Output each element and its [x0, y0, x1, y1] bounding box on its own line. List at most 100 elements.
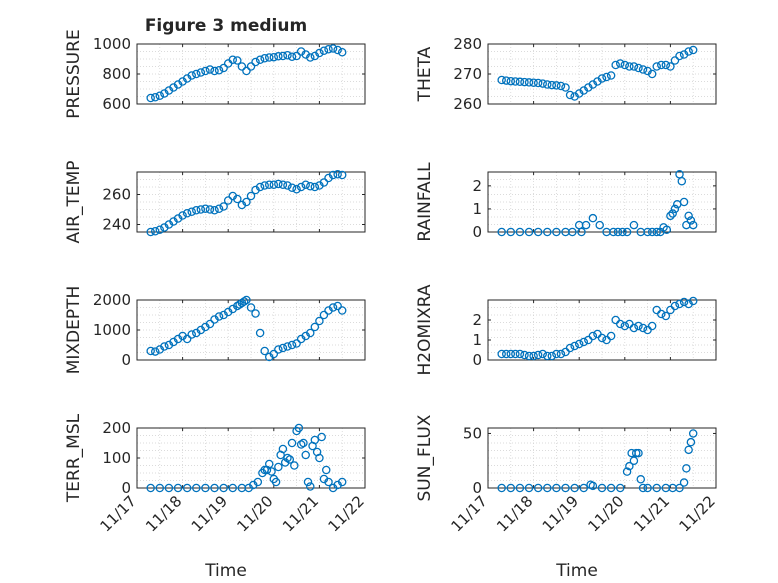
data-point	[283, 342, 292, 351]
data-point	[173, 483, 183, 493]
data-point	[520, 77, 529, 87]
x-tick-label: 11/17	[97, 492, 140, 535]
subplot-4: 0 1 2 RAINFALL	[415, 162, 717, 242]
data-point	[306, 53, 315, 62]
data-point	[679, 297, 689, 307]
data-point	[214, 66, 224, 75]
data-point	[328, 303, 338, 312]
data-point	[533, 350, 543, 360]
data-point	[501, 349, 511, 359]
subplot-2: 260 270 280 THETA	[415, 35, 717, 113]
data-point	[192, 69, 201, 79]
data-point	[634, 448, 643, 458]
data-point	[524, 78, 534, 87]
data-point	[324, 45, 333, 54]
data-point	[501, 76, 511, 85]
data-point	[146, 227, 155, 237]
data-point	[196, 68, 206, 77]
data-point	[515, 349, 525, 359]
subplot-7: 0 100 200 TERR_MSL 11/17 11/18 11/19 11/20 11/21…	[64, 413, 368, 581]
data-point	[146, 483, 155, 493]
data-point	[205, 65, 215, 74]
data-point	[679, 197, 689, 207]
data-point	[299, 438, 308, 448]
y-axis-label: PRESSURE	[64, 29, 84, 118]
data-point	[579, 483, 589, 493]
data-point	[615, 319, 625, 329]
data-point	[187, 207, 196, 216]
data-point	[684, 445, 693, 455]
data-point	[210, 483, 219, 493]
data-point	[670, 301, 680, 311]
data-point	[337, 48, 347, 57]
x-tick-label: 11/19	[539, 492, 582, 535]
data-point	[315, 48, 324, 58]
data-point	[315, 316, 324, 326]
data-point	[625, 461, 634, 471]
data-point	[552, 349, 561, 359]
data-point	[187, 71, 196, 80]
data-point	[506, 76, 516, 86]
y-tick-label: 2	[472, 177, 482, 195]
y-axis-label: RAINFALL	[415, 162, 435, 242]
data-point	[321, 465, 331, 475]
data-point	[613, 227, 623, 237]
data-point	[533, 78, 543, 88]
data-point	[686, 437, 696, 447]
data-point	[506, 349, 516, 359]
data-point	[274, 52, 283, 61]
data-point	[150, 93, 160, 102]
data-point	[622, 467, 632, 476]
data-point	[634, 63, 643, 73]
data-point	[588, 481, 598, 491]
data-point	[657, 309, 666, 319]
data-point	[652, 62, 661, 71]
data-point	[561, 83, 570, 92]
data-point	[192, 205, 201, 215]
data-point	[615, 483, 625, 493]
data-point	[301, 180, 310, 189]
data-point	[568, 227, 577, 237]
data-point	[595, 220, 604, 230]
data-point	[629, 220, 639, 230]
data-point	[579, 337, 589, 347]
data-point	[228, 55, 238, 65]
data-point	[547, 80, 557, 90]
data-point	[278, 343, 288, 353]
data-point	[524, 351, 534, 361]
data-point	[146, 346, 155, 356]
data-point	[611, 60, 620, 70]
data-point	[306, 181, 315, 191]
data-point	[565, 90, 575, 100]
data-point	[684, 47, 693, 56]
data-point	[310, 435, 320, 445]
data-point	[524, 483, 534, 493]
data-point	[677, 176, 687, 186]
data-point	[274, 179, 283, 189]
data-point	[629, 456, 639, 465]
data-point	[688, 220, 698, 230]
data-point	[675, 299, 684, 309]
data-point	[296, 440, 306, 449]
data-point	[267, 467, 276, 476]
data-point	[246, 191, 256, 201]
data-point	[278, 51, 288, 61]
data-point	[588, 331, 598, 341]
data-point	[570, 341, 579, 351]
data-point	[303, 477, 313, 487]
y-tick-label: 1	[472, 331, 482, 349]
data-point	[581, 220, 591, 230]
data-point	[255, 55, 265, 65]
data-point	[242, 295, 251, 305]
data-point	[233, 56, 242, 65]
y-axis-label: TERR_MSL	[64, 413, 84, 503]
data-point	[328, 44, 338, 53]
y-axis-label: H2OMIXRA	[415, 284, 435, 375]
data-point	[511, 77, 520, 86]
y-axis-label: MIXDEPTH	[64, 286, 84, 375]
data-point	[597, 333, 607, 343]
data-point	[631, 448, 641, 458]
data-point	[543, 351, 552, 361]
data-point	[679, 478, 689, 487]
data-point	[597, 483, 607, 493]
